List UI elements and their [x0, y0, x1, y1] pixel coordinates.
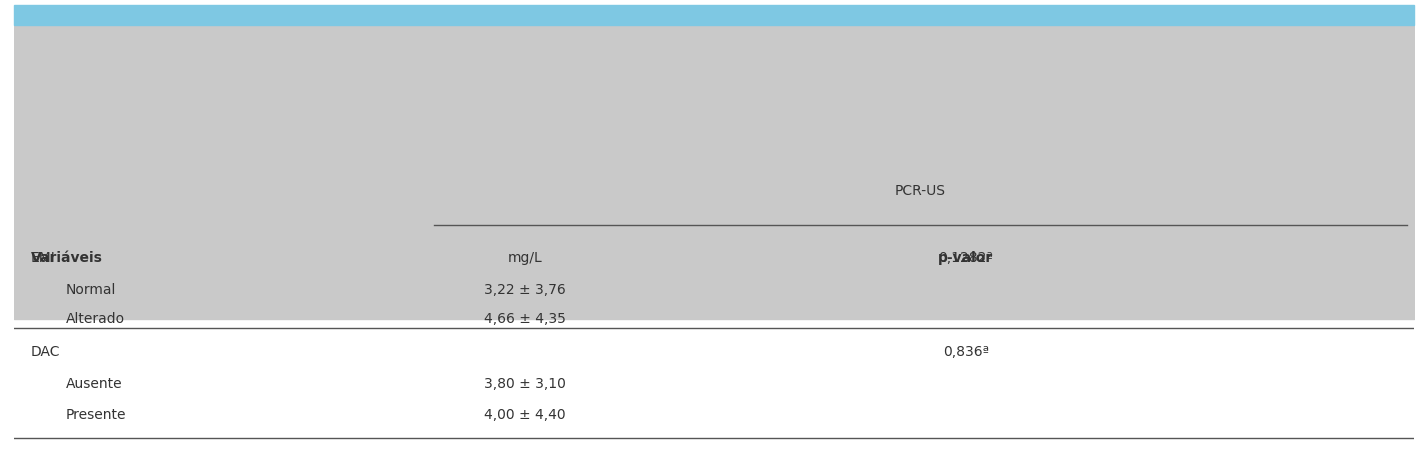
Text: 3,22 ± 3,76: 3,22 ± 3,76: [484, 283, 565, 297]
Text: Ausente: Ausente: [66, 377, 123, 391]
Text: 0,836ª: 0,836ª: [942, 345, 990, 360]
Text: EMI: EMI: [31, 251, 56, 265]
Text: mg/L: mg/L: [508, 251, 543, 265]
Text: 4,66 ± 4,35: 4,66 ± 4,35: [484, 312, 565, 326]
Text: Presente: Presente: [66, 408, 127, 422]
Text: DAC: DAC: [31, 345, 60, 360]
Text: 0,1282ª: 0,1282ª: [938, 251, 994, 265]
Text: 4,00 ± 4,40: 4,00 ± 4,40: [484, 408, 565, 422]
Text: p-valor: p-valor: [938, 251, 994, 265]
Text: Normal: Normal: [66, 283, 117, 297]
Text: PCR-US: PCR-US: [895, 184, 945, 198]
Text: Alterado: Alterado: [66, 312, 126, 326]
Text: Variáveis: Variáveis: [31, 251, 103, 265]
Text: 3,80 ± 3,10: 3,80 ± 3,10: [484, 377, 565, 391]
Bar: [14, 5, 1414, 25]
